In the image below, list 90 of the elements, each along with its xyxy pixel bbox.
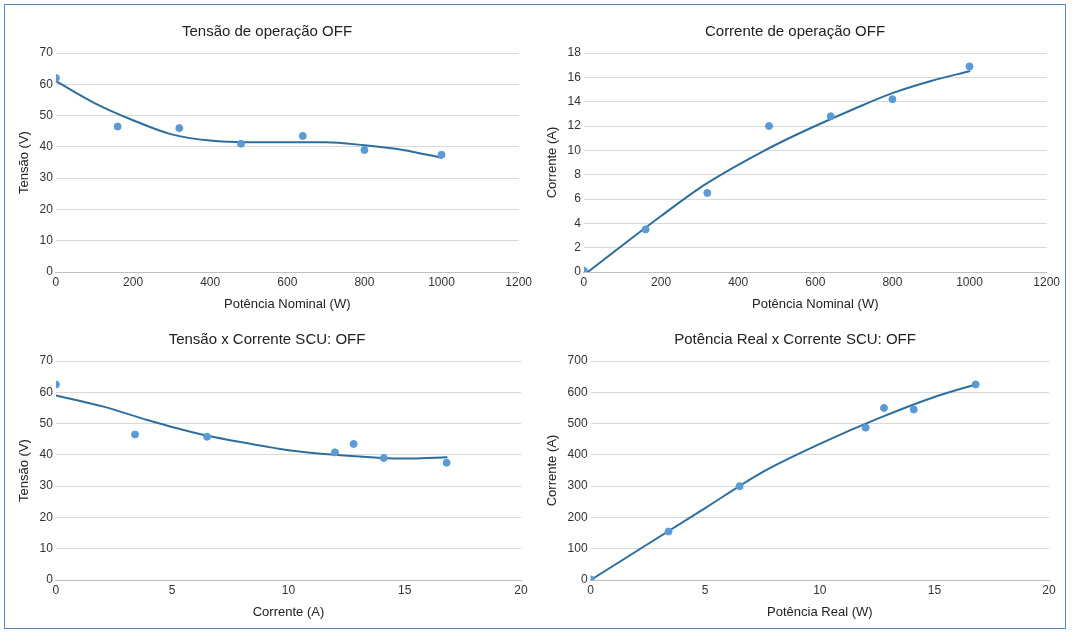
- x-tick-label: 800: [354, 274, 375, 289]
- y-tick-label: 10: [39, 541, 54, 556]
- y-tick-label: 300: [567, 478, 588, 493]
- x-tick-label: 200: [651, 274, 672, 289]
- y-tick-label: 14: [567, 93, 582, 108]
- x-tick-label: 5: [701, 582, 709, 597]
- point: [735, 482, 744, 491]
- point: [909, 405, 918, 414]
- x-tick-label: 800: [882, 274, 903, 289]
- point: [641, 225, 650, 234]
- point: [879, 403, 888, 412]
- x-tick-label: 20: [1042, 582, 1056, 597]
- x-tick-label: 1200: [1033, 274, 1061, 289]
- y-tick-label: 70: [39, 45, 54, 60]
- x-axis-title: Potência Real (W): [767, 603, 873, 619]
- x-tick-label: 1200: [505, 274, 533, 289]
- point: [442, 458, 451, 467]
- x-tick-label: 15: [927, 582, 942, 597]
- point: [703, 188, 712, 197]
- y-axis-title: Corrente (A): [544, 434, 560, 507]
- y-tick-label: 60: [39, 384, 54, 399]
- y-tick-label: 40: [39, 139, 54, 154]
- y-tick-label: 6: [574, 191, 582, 206]
- y-axis-title: Tensão (V): [16, 439, 32, 502]
- x-tick-label: 600: [277, 274, 298, 289]
- point: [437, 150, 446, 159]
- x-tick-label: 400: [728, 274, 749, 289]
- y-tick-label: 2: [574, 239, 582, 254]
- chart-title: Tensão x Corrente SCU: OFF: [168, 330, 366, 348]
- y-tick-label: 12: [567, 118, 582, 133]
- y-tick-label: 200: [567, 509, 588, 524]
- chart-title: Corrente de operação OFF: [704, 22, 886, 40]
- point: [113, 122, 122, 131]
- y-tick-label: 30: [39, 478, 54, 493]
- y-tick-label: 400: [567, 447, 588, 462]
- point: [298, 131, 307, 140]
- y-tick-label: 20: [39, 201, 54, 216]
- point: [826, 112, 835, 121]
- x-tick-label: 10: [281, 582, 296, 597]
- y-tick-label: 0: [46, 264, 54, 279]
- chart-title: Potência Real x Corrente SCU: OFF: [674, 330, 916, 348]
- x-axis-title: Potência Nominal (W): [752, 295, 879, 311]
- point: [664, 527, 673, 536]
- y-tick-label: 30: [39, 170, 54, 185]
- point: [131, 430, 140, 439]
- y-tick-label: 0: [46, 572, 54, 587]
- x-tick-label: 400: [200, 274, 221, 289]
- point: [237, 139, 246, 148]
- y-tick-label: 4: [574, 215, 582, 230]
- y-axis-title: Corrente (A): [544, 126, 560, 199]
- y-tick-label: 600: [567, 384, 588, 399]
- y-tick-label: 500: [567, 415, 588, 430]
- y-tick-label: 0: [574, 264, 582, 279]
- y-tick-label: 100: [567, 541, 588, 556]
- y-tick-label: 50: [39, 415, 54, 430]
- y-tick-label: 70: [39, 353, 54, 368]
- y-tick-label: 18: [567, 45, 582, 60]
- point: [765, 122, 774, 130]
- y-tick-label: 40: [39, 447, 54, 462]
- y-tick-label: 60: [39, 76, 54, 91]
- y-tick-label: 20: [39, 509, 54, 524]
- y-tick-label: 0: [580, 572, 588, 587]
- y-tick-label: 10: [39, 233, 54, 248]
- y-tick-label: 50: [39, 107, 54, 122]
- y-tick-label: 8: [574, 166, 582, 181]
- x-tick-label: 5: [168, 582, 176, 597]
- y-tick-label: 16: [567, 69, 582, 84]
- point: [330, 448, 339, 457]
- point: [175, 124, 184, 133]
- point: [971, 380, 980, 389]
- point: [861, 423, 870, 432]
- point: [203, 432, 212, 441]
- y-tick-label: 700: [567, 353, 588, 368]
- y-axis-title: Tensão (V): [16, 131, 32, 194]
- point: [379, 453, 388, 462]
- x-tick-label: 1000: [956, 274, 984, 289]
- x-tick-label: 1000: [428, 274, 456, 289]
- x-tick-label: 200: [123, 274, 144, 289]
- x-tick-label: 20: [514, 582, 528, 597]
- point: [349, 439, 358, 448]
- point: [965, 62, 974, 71]
- point: [360, 145, 369, 154]
- chart-title: Tensão de operação OFF: [181, 22, 353, 40]
- x-axis-title: Potência Nominal (W): [224, 295, 351, 311]
- point: [888, 95, 897, 104]
- x-tick-label: 15: [398, 582, 412, 597]
- x-axis-title: Corrente (A): [252, 603, 325, 619]
- y-tick-label: 10: [567, 142, 582, 157]
- x-tick-label: 600: [805, 274, 826, 289]
- x-tick-label: 10: [813, 582, 827, 597]
